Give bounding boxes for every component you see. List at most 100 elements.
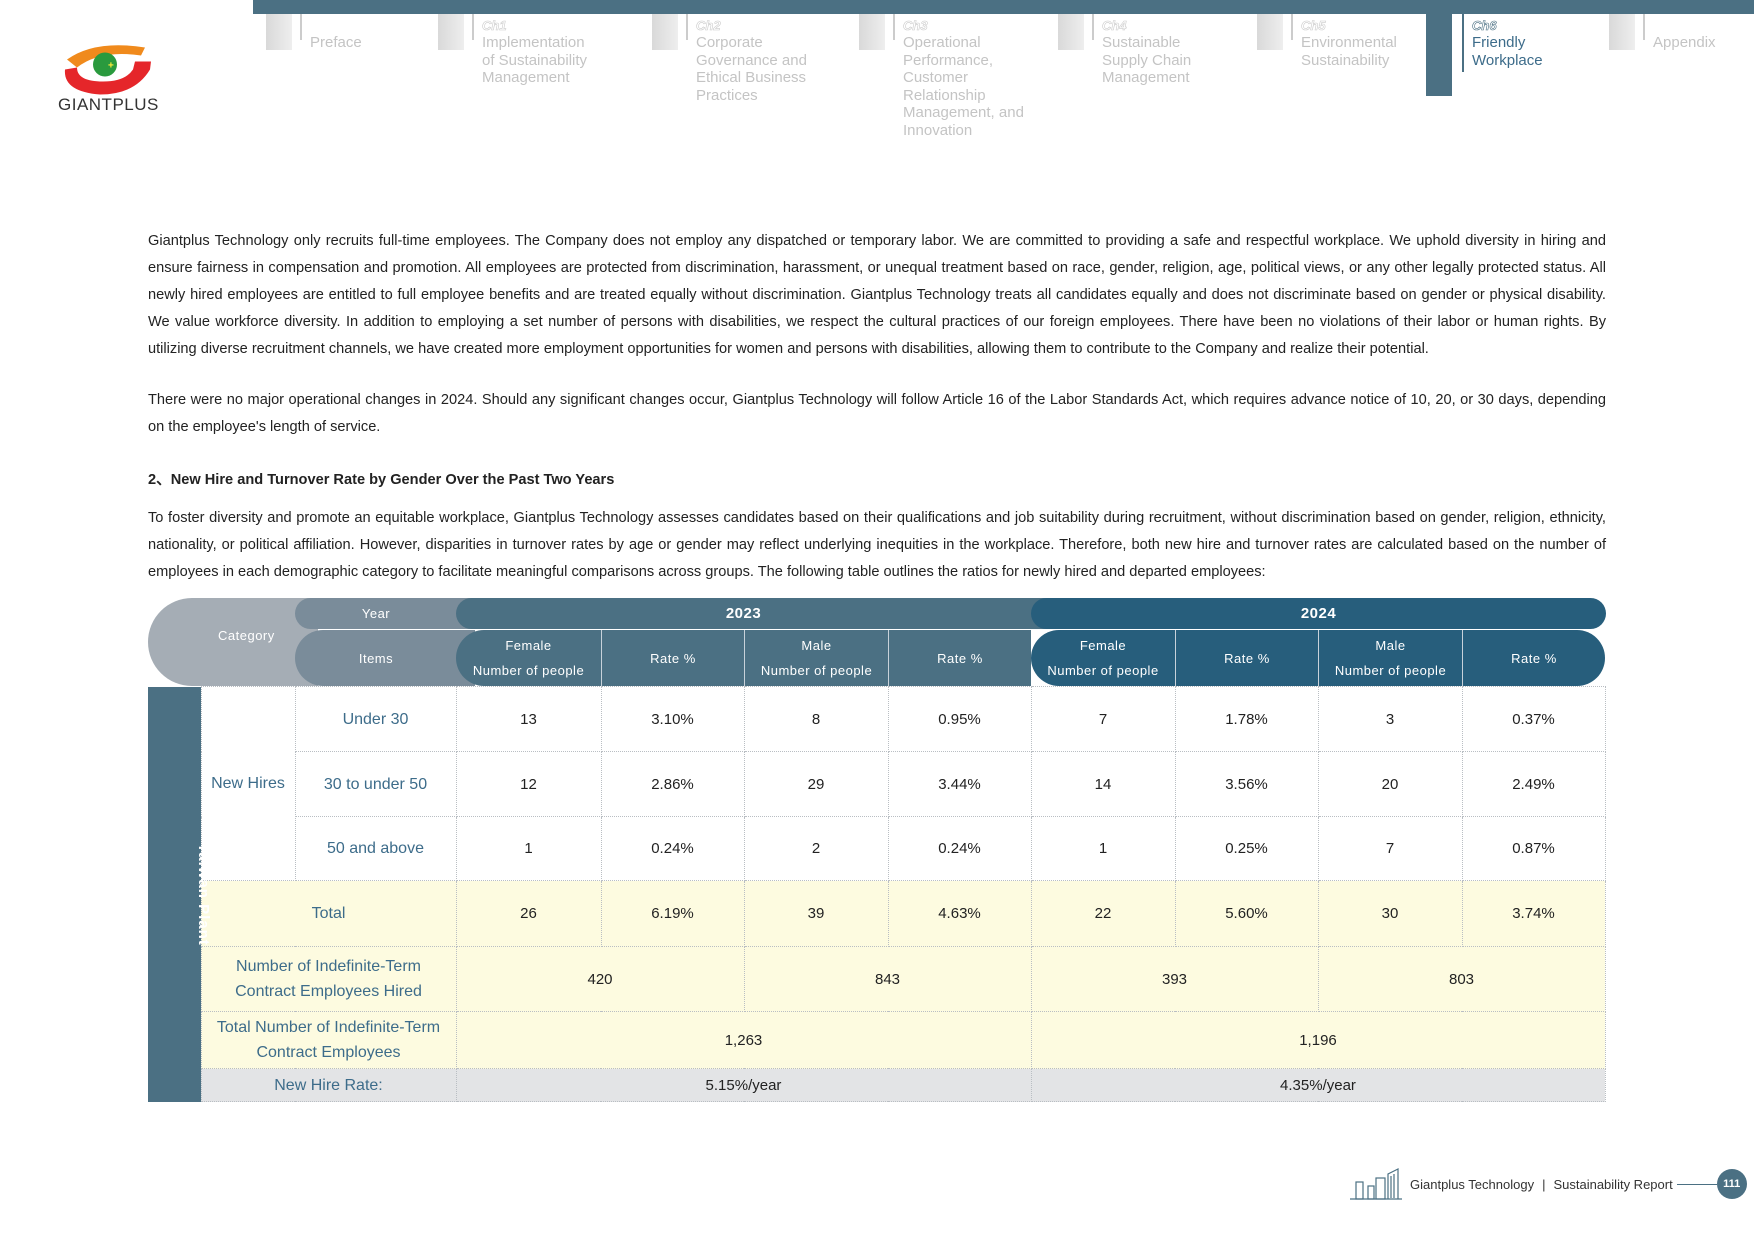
chapter-title: Corporate Governance and Ethical Business P… — [696, 34, 807, 104]
table-cell: 3.44% — [887, 751, 1032, 817]
male-count-header-2023: Male Number of people — [744, 630, 888, 686]
female-count-header-2023: Female Number of people — [456, 630, 601, 686]
building-icon — [652, 14, 678, 50]
footer-company: Giantplus Technology — [1410, 1176, 1535, 1192]
total-label: Total — [200, 880, 457, 947]
category-header: Category — [148, 598, 318, 686]
arrow-down-icon — [1291, 14, 1293, 40]
arrow-down-icon — [1092, 14, 1094, 40]
total-employees-label: Total Number of Indefinite-Term Contract… — [200, 1011, 457, 1069]
table-cell: 1,263 — [455, 1011, 1032, 1069]
table-cell: 0.24% — [600, 816, 745, 881]
footer: Giantplus Technology | Sustainability Re… — [1350, 1168, 1747, 1200]
rate-header-2024: Rate % — [1175, 630, 1318, 686]
arrow-down-icon — [1643, 14, 1645, 40]
chapter-title: Sustainable Supply Chain Management — [1102, 34, 1192, 86]
gender-label: Female — [1079, 638, 1127, 653]
table-cell: 0.25% — [1174, 816, 1319, 881]
building-icon — [859, 14, 885, 50]
gender-label: Male — [801, 638, 832, 653]
svg-text:+: + — [108, 61, 114, 72]
total-employees-row: Total Number of Indefinite-Term Contract… — [148, 1011, 1606, 1069]
items-header: Items — [295, 630, 475, 686]
chapter-number: Ch6 — [1472, 18, 1497, 34]
footer-separator: | — [1542, 1176, 1546, 1192]
top-bar — [253, 0, 1754, 14]
year-header: Year — [295, 598, 475, 629]
rate-label: Rate % — [937, 650, 983, 666]
table-cell: 29 — [743, 751, 889, 817]
chapter-title: Environmental Sustainability — [1301, 34, 1397, 69]
giantplus-logo-icon: + — [64, 45, 151, 95]
table-cell: 0.87% — [1461, 816, 1606, 881]
section-heading: 2、New Hire and Turnover Rate by Gender O… — [148, 472, 615, 488]
count-label: Number of people — [472, 663, 585, 678]
table-cell: 4.63% — [887, 880, 1032, 947]
total-row: Total 26 6.19% 39 4.63% 22 5.60% 30 3.74% — [148, 880, 1606, 947]
year-2024-header: 2024 — [1031, 598, 1606, 629]
arrow-down-icon — [1462, 14, 1464, 72]
building-icon — [1257, 14, 1283, 50]
age-group-label: 50 and above — [294, 816, 457, 881]
city-buildings-icon — [1350, 1168, 1402, 1200]
chapter-number: Ch1 — [482, 18, 507, 34]
rate-label: Rate % — [650, 650, 696, 666]
table-cell: 3.10% — [600, 686, 745, 752]
table-cell: 2.49% — [1461, 751, 1606, 817]
arrow-down-icon — [472, 14, 474, 40]
table-row: 50 and above 1 0.24% 2 0.24% 1 0.25% 7 0.87% — [148, 816, 1606, 881]
count-label: Number of people — [1047, 663, 1159, 678]
table-cell: 4.35%/year — [1030, 1068, 1606, 1102]
table-cell: 2 — [743, 816, 889, 881]
table-cell: 420 — [455, 946, 745, 1012]
new-hires-label: New Hires — [200, 686, 296, 881]
arrow-down-icon — [686, 14, 688, 40]
table-row: 30 to under 50 12 2.86% 29 3.44% 14 3.56% 20 2.4… — [148, 751, 1606, 817]
arrow-down-icon — [893, 14, 895, 40]
table-cell: 0.37% — [1461, 686, 1606, 752]
rate-header-2023: Rate % — [888, 630, 1031, 686]
table-cell: 0.24% — [887, 816, 1032, 881]
table-cell: 6.19% — [600, 880, 745, 947]
table-cell: 22 — [1030, 880, 1176, 947]
logo-text: GIANTPLUS — [58, 95, 159, 114]
chapter-number: Ch5 — [1301, 18, 1326, 34]
building-icon — [266, 14, 292, 50]
building-icon — [1058, 14, 1084, 50]
table-cell: 14 — [1030, 751, 1176, 817]
chapter-title: Appendix — [1653, 34, 1716, 51]
new-hire-table: Taiwan Plant New Hires Under 30 13 3.10% 8 0.9… — [148, 686, 1606, 1102]
rate-label: Rate % — [1511, 650, 1557, 666]
rate-header-2023: Rate % — [601, 630, 744, 686]
table-cell: 7 — [1317, 816, 1463, 881]
operational-changes-paragraph: There were no major operational changes … — [148, 392, 1606, 435]
table-cell: 13 — [455, 686, 602, 752]
hired-row: Number of Indefinite-Term Contract Emplo… — [148, 946, 1606, 1012]
building-icon — [1609, 14, 1635, 50]
table-cell: 12 — [455, 751, 602, 817]
gender-label: Male — [1375, 638, 1406, 653]
table-cell: 5.60% — [1174, 880, 1319, 947]
table-cell: 30 — [1317, 880, 1463, 947]
chapter-title: Implementation of Sustainability Managemen… — [482, 34, 588, 86]
gender-label: Female — [505, 638, 552, 653]
building-icon — [1426, 14, 1452, 96]
footer-report: Sustainability Report — [1553, 1176, 1673, 1192]
table-cell: 2.86% — [600, 751, 745, 817]
diversity-paragraph: To foster diversity and promote an equit… — [148, 510, 1606, 580]
footer-divider — [1676, 1183, 1717, 1185]
chapter-number: Ch4 — [1102, 18, 1127, 34]
chapter-number: Ch2 — [696, 18, 721, 34]
rate-header-2024: Rate % — [1462, 630, 1605, 686]
chapter-title: Friendly Workplace — [1472, 34, 1543, 69]
table-cell: 26 — [455, 880, 602, 947]
table-cell: 3.56% — [1174, 751, 1319, 817]
new-hire-rate-row: New Hire Rate: 5.15%/year 4.35%/year — [148, 1068, 1606, 1102]
chapter-title: Operational Performance, Customer Relations… — [903, 34, 1024, 139]
taiwan-plant-label: Taiwan Plant — [148, 686, 212, 1102]
table-cell: 20 — [1317, 751, 1463, 817]
chapter-number: Ch3 — [903, 18, 928, 34]
table-cell: 3 — [1317, 686, 1463, 752]
table-cell: 3.74% — [1461, 880, 1606, 947]
table-cell: 0.95% — [887, 686, 1032, 752]
